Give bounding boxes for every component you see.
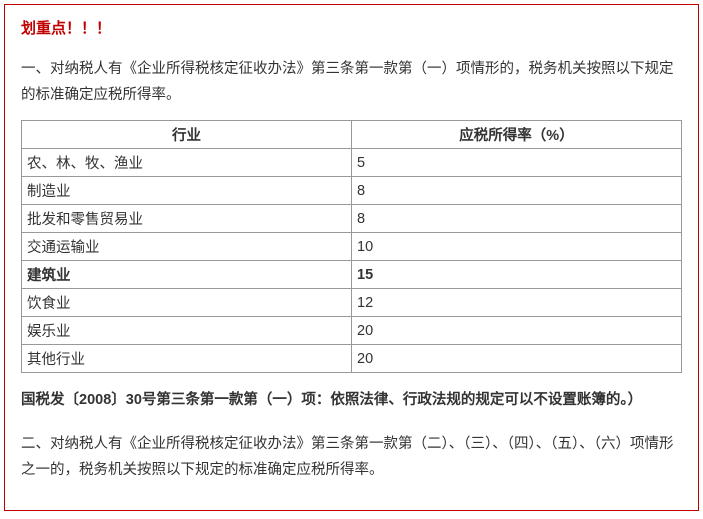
- citation-text: 国税发〔2008〕30号第三条第一款第（一）项：依照法律、行政法规的规定可以不设…: [21, 387, 682, 413]
- document-container: 划重点！！！ 一、对纳税人有《企业所得税核定征收办法》第三条第一款第（一）项情形…: [4, 4, 699, 511]
- cell-industry: 批发和零售贸易业: [22, 205, 352, 233]
- cell-rate: 10: [352, 233, 682, 261]
- cell-rate: 20: [352, 345, 682, 373]
- cell-industry: 农、林、牧、渔业: [22, 149, 352, 177]
- tax-rate-table: 行业 应税所得率（%） 农、林、牧、渔业5制造业8批发和零售贸易业8交通运输业1…: [21, 120, 682, 373]
- cell-industry: 饮食业: [22, 289, 352, 317]
- cell-rate: 8: [352, 177, 682, 205]
- cell-industry: 娱乐业: [22, 317, 352, 345]
- paragraph-1: 一、对纳税人有《企业所得税核定征收办法》第三条第一款第（一）项情形的，税务机关按…: [21, 56, 682, 108]
- paragraph-2: 二、对纳税人有《企业所得税核定征收办法》第三条第一款第（二）、（三）、（四）、（…: [21, 431, 682, 483]
- table-row: 制造业8: [22, 177, 682, 205]
- cell-rate: 5: [352, 149, 682, 177]
- table-row: 娱乐业20: [22, 317, 682, 345]
- cell-industry: 建筑业: [22, 261, 352, 289]
- table-row: 饮食业12: [22, 289, 682, 317]
- table-row: 其他行业20: [22, 345, 682, 373]
- table-row: 批发和零售贸易业8: [22, 205, 682, 233]
- header-rate: 应税所得率（%）: [352, 121, 682, 149]
- highlight-title: 划重点！！！: [21, 17, 682, 38]
- table-row: 交通运输业10: [22, 233, 682, 261]
- cell-rate: 8: [352, 205, 682, 233]
- table-row: 农、林、牧、渔业5: [22, 149, 682, 177]
- cell-rate: 12: [352, 289, 682, 317]
- cell-industry: 其他行业: [22, 345, 352, 373]
- cell-rate: 20: [352, 317, 682, 345]
- table-row: 建筑业15: [22, 261, 682, 289]
- cell-rate: 15: [352, 261, 682, 289]
- cell-industry: 制造业: [22, 177, 352, 205]
- cell-industry: 交通运输业: [22, 233, 352, 261]
- table-header-row: 行业 应税所得率（%）: [22, 121, 682, 149]
- header-industry: 行业: [22, 121, 352, 149]
